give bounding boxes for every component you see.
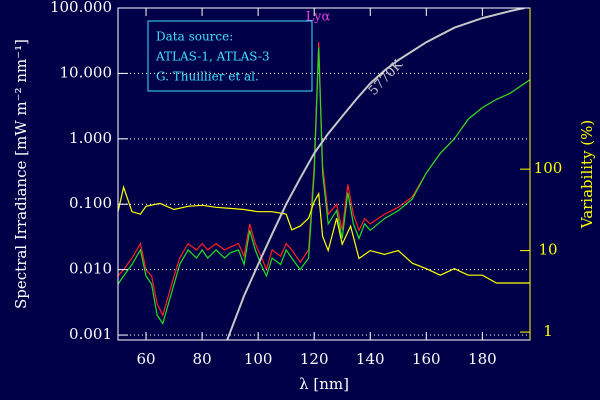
y-axis-label: Spectral Irradiance [mW m⁻² nm⁻¹] <box>12 39 30 309</box>
y2-tick-label: 1 <box>543 322 553 340</box>
series-line <box>118 47 530 325</box>
y-tick-label: 0.010 <box>69 260 112 278</box>
source-line: G. Thuillier et al. <box>156 70 259 84</box>
x-tick-label: 80 <box>193 350 212 368</box>
y-tick-label: 100.000 <box>50 0 112 16</box>
y2-axis-label: Variability (%) <box>578 120 596 230</box>
source-line: Data source: <box>156 30 233 44</box>
source-frame <box>147 20 313 92</box>
x-tick-label: 160 <box>412 350 441 368</box>
x-axis-label: λ [nm] <box>299 375 349 393</box>
y-tick-label: 0.001 <box>69 325 112 343</box>
source-line: ATLAS-1, ATLAS-3 <box>155 50 270 64</box>
x-tick-label: 120 <box>300 350 329 368</box>
annotation: 5770K <box>366 57 406 99</box>
source-box: Data source: ATLAS-1, ATLAS-3 G. Thuilli… <box>147 20 313 92</box>
series-line <box>118 42 530 318</box>
series-line <box>226 8 525 340</box>
x-tick-label: 100 <box>244 350 273 368</box>
annotation: Lyα <box>306 10 331 25</box>
plot-area <box>118 8 530 340</box>
x-tick-label: 180 <box>468 350 497 368</box>
series-line <box>118 185 530 284</box>
y-tick-label: 10.000 <box>60 63 113 81</box>
y-tick-label: 1.000 <box>69 129 112 147</box>
x-tick-label: 140 <box>356 350 385 368</box>
y-tick-label: 0.100 <box>69 194 112 212</box>
y2-tick-label: 10 <box>538 241 557 259</box>
x-tick-label: 60 <box>136 350 155 368</box>
y2-tick-label: 100 <box>534 159 563 177</box>
